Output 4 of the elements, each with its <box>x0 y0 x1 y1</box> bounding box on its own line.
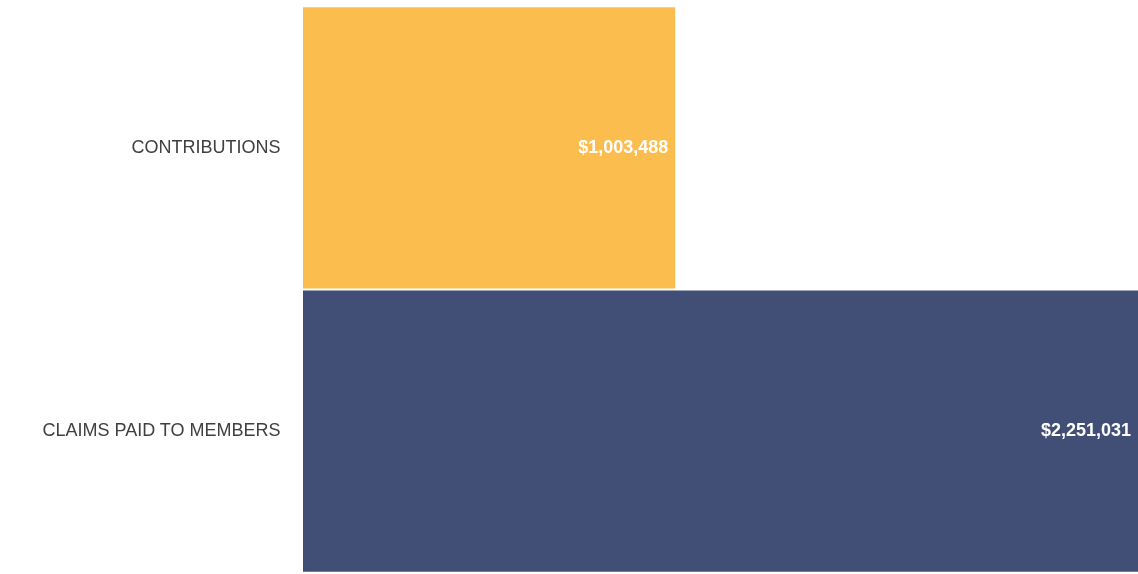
data-label: $1,003,488 <box>578 136 669 157</box>
y-tick-label: CLAIMS PAID TO MEMBERS <box>42 420 281 441</box>
y-tick-label: CONTRIBUTIONS <box>131 136 281 157</box>
data-label: $2,251,031 <box>1040 420 1131 441</box>
